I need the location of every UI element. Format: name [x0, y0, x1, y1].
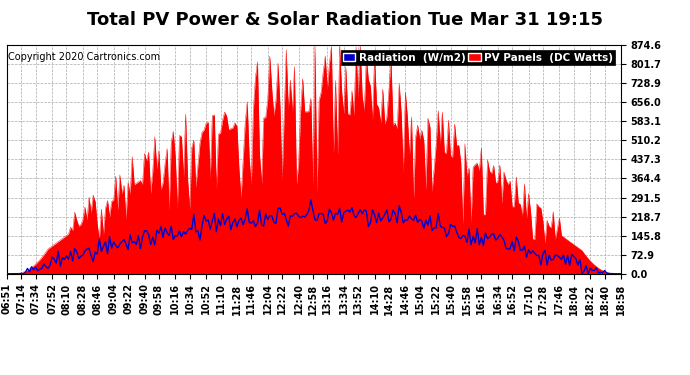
Text: Copyright 2020 Cartronics.com: Copyright 2020 Cartronics.com	[8, 52, 160, 62]
Text: Total PV Power & Solar Radiation Tue Mar 31 19:15: Total PV Power & Solar Radiation Tue Mar…	[87, 11, 603, 29]
Legend: Radiation  (W/m2), PV Panels  (DC Watts): Radiation (W/m2), PV Panels (DC Watts)	[341, 50, 615, 64]
